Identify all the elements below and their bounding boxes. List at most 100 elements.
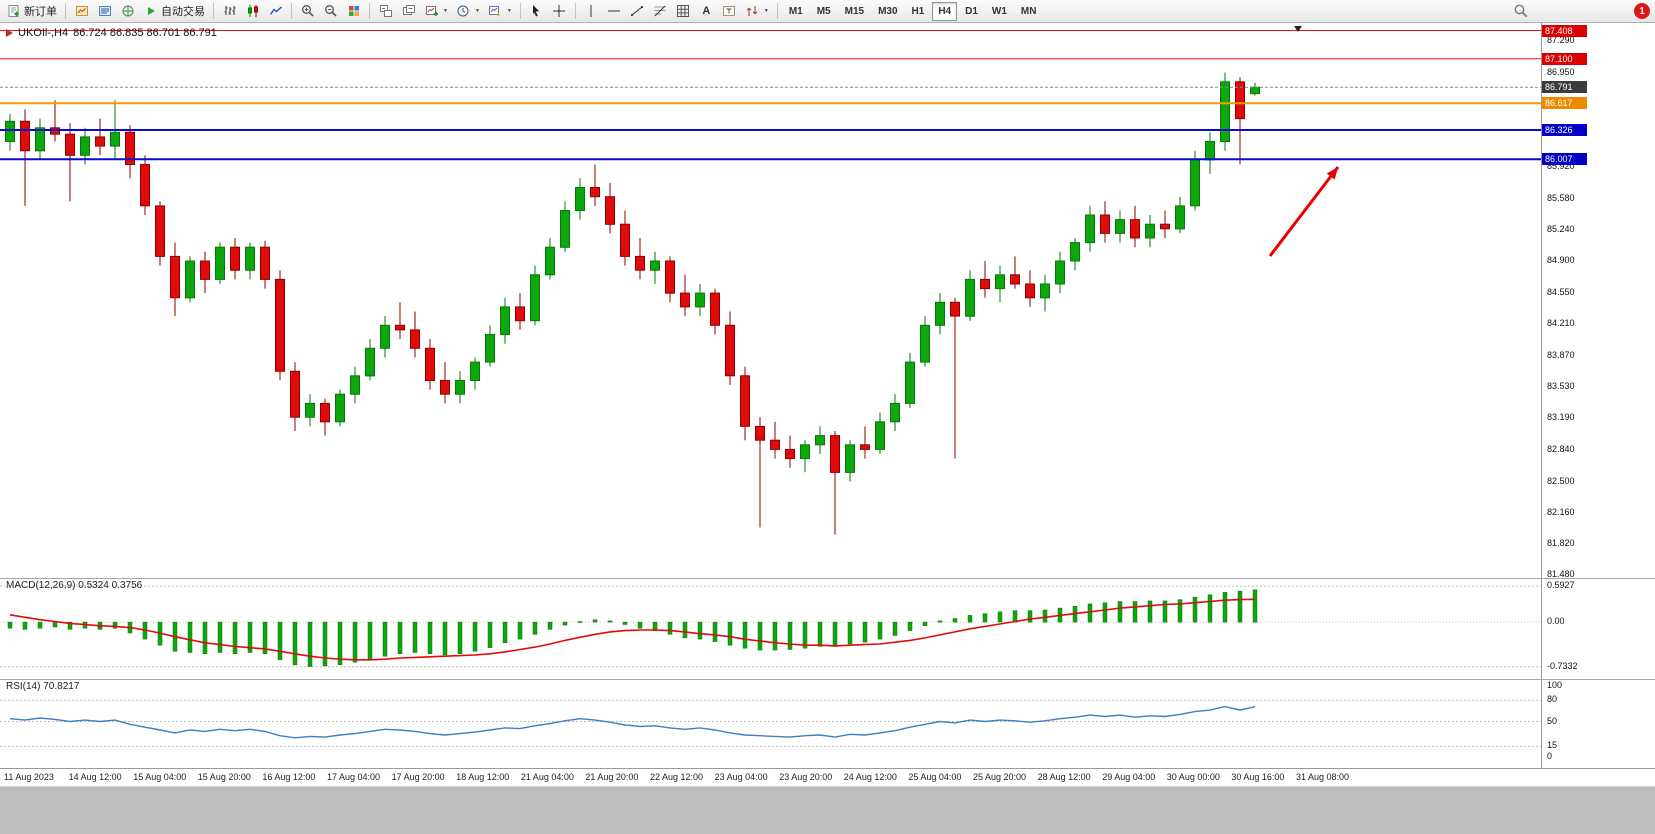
chart-title: UKOIl-,H4 86.724 86.835 86.701 86.791: [6, 27, 217, 39]
line-chart-icon: [268, 4, 283, 19]
line-chart-button[interactable]: [264, 1, 287, 21]
trendline-button[interactable]: [626, 1, 649, 21]
arrow-annotation[interactable]: [1268, 166, 1340, 257]
time-axis[interactable]: 11 Aug 2023 14 Aug 12:00 15 Aug 04:00 15 Au…: [0, 769, 1541, 786]
ohlc-values: 86.724 86.835 86.701 86.791: [73, 27, 217, 39]
indicators-button[interactable]: [342, 1, 365, 21]
timeframe-D1[interactable]: D1: [965, 5, 978, 17]
time-label: 15 Aug 20:00: [197, 772, 251, 782]
time-label: 17 Aug 04:00: [327, 772, 381, 782]
price-tick: 82.840: [1547, 444, 1575, 455]
macd-tick: 0.00: [1547, 616, 1565, 627]
new-order-button-label: 新订单: [24, 6, 57, 18]
price-axis[interactable]: 87.29086.95086.28085.92085.58085.24084.9…: [1542, 23, 1655, 768]
period-button[interactable]: ▼: [452, 1, 484, 21]
time-label: 29 Aug 04:00: [1102, 772, 1156, 782]
time-label: 16 Aug 12:00: [262, 772, 316, 782]
price-tick: 83.530: [1547, 380, 1575, 391]
candle-chart-icon: [245, 4, 260, 19]
cascade-windows-icon: [401, 4, 416, 19]
candle-chart-button[interactable]: [241, 1, 264, 21]
cascade-windows-button[interactable]: [397, 1, 420, 21]
toolbar-separator: [65, 3, 66, 19]
price-tick: 87.290: [1547, 35, 1575, 46]
chart-shift-marker[interactable]: [1294, 26, 1302, 32]
price-tick: 85.920: [1547, 161, 1575, 172]
zoom-in-icon: [300, 4, 315, 19]
new-order-icon: [6, 4, 21, 19]
price-tick: 84.550: [1547, 287, 1575, 298]
crosshair-button[interactable]: [548, 1, 571, 21]
rsi-tick: 15: [1547, 740, 1558, 751]
time-label: 11 Aug 2023: [4, 772, 54, 782]
indicators-icon: [346, 4, 361, 19]
text-button[interactable]: A: [695, 1, 718, 21]
price-tick: 83.870: [1547, 349, 1575, 360]
timeframe-H4[interactable]: H4: [932, 1, 958, 21]
price-tick: 82.160: [1547, 506, 1575, 517]
price-tick: 82.500: [1547, 475, 1575, 486]
timeframe-W1[interactable]: W1: [991, 5, 1007, 17]
timeframe-M5[interactable]: M5: [816, 5, 831, 17]
search-icon[interactable]: [1513, 3, 1530, 20]
auto-trading-icon: [143, 4, 158, 19]
vertical-line-button[interactable]: [580, 1, 603, 21]
toolbar-separator: [776, 3, 778, 19]
text-icon: A: [702, 4, 711, 17]
tile-windows-button[interactable]: [374, 1, 397, 21]
toolbar-separator: [213, 3, 214, 19]
new-chart-button[interactable]: ▼: [420, 1, 452, 21]
template-icon: [488, 4, 503, 19]
zoom-in-button[interactable]: [296, 1, 319, 21]
arrows-button[interactable]: ▼: [741, 1, 773, 21]
time-label: 31 Aug 08:00: [1296, 772, 1350, 782]
macd-tick: -0.7332: [1547, 660, 1578, 671]
horizontal-line-button[interactable]: [603, 1, 626, 21]
bar-chart-button[interactable]: [218, 1, 241, 21]
cursor-button[interactable]: [525, 1, 548, 21]
auto-trading-button-label: 自动交易: [161, 6, 205, 18]
price-tick: 85.240: [1547, 223, 1575, 234]
rsi-name: RSI(14): [6, 681, 41, 692]
market-watch-button[interactable]: [93, 1, 116, 21]
vertical-line-icon: [584, 4, 599, 19]
navigator-button[interactable]: [116, 1, 139, 21]
symbol-period-label: UKOIl-,H4: [18, 27, 69, 39]
timeframe-M30[interactable]: M30: [878, 5, 898, 17]
rsi-tick: 100: [1547, 680, 1563, 690]
crosshair-icon: [552, 4, 567, 19]
dropdown-caret-icon: ▼: [443, 8, 448, 14]
new-order-button[interactable]: 新订单: [2, 1, 61, 21]
rsi-tick: 50: [1547, 715, 1558, 726]
timeframe-M15[interactable]: M15: [844, 5, 865, 17]
rsi-value: 70.8217: [43, 681, 80, 692]
auto-trading-button[interactable]: 自动交易: [139, 1, 209, 21]
notification-badge[interactable]: 1: [1634, 3, 1650, 19]
toolbar-separator: [369, 3, 370, 19]
rsi-tick: 80: [1547, 694, 1558, 705]
timeframe-M1[interactable]: M1: [788, 5, 803, 17]
price-badge-86.007: 86.007: [1542, 153, 1587, 166]
panel-splitter-rsi[interactable]: [0, 679, 1655, 680]
dropdown-caret-icon: ▼: [763, 8, 769, 14]
shapes-button[interactable]: [672, 1, 695, 21]
panel-splitter-macd[interactable]: [0, 578, 1655, 579]
rsi-indicator-label: RSI(14) 70.8217: [6, 681, 79, 692]
new-chart-icon: [424, 4, 439, 19]
toolbar-separator: [574, 3, 576, 19]
price-tick: 81.480: [1547, 569, 1575, 580]
time-label: 23 Aug 20:00: [779, 772, 833, 782]
fibonacci-button[interactable]: [649, 1, 672, 21]
label-button[interactable]: [718, 1, 741, 21]
price-tick: 83.190: [1547, 412, 1575, 423]
zoom-out-button[interactable]: [319, 1, 342, 21]
charts-window-button[interactable]: [70, 1, 93, 21]
time-label: 30 Aug 16:00: [1231, 772, 1285, 782]
macd-tick: 0.5927: [1547, 580, 1575, 591]
toolbar: 新订单 自动交易 ▼ ▼ ▼ A ▼ M1 M5 M15 M30 H1 H4 D1 W1 MN: [0, 0, 1655, 23]
time-label: 21 Aug 04:00: [520, 772, 574, 782]
timeframe-MN[interactable]: MN: [1020, 5, 1037, 17]
timeframe-H1[interactable]: H1: [911, 5, 925, 17]
template-button[interactable]: ▼: [484, 1, 516, 21]
